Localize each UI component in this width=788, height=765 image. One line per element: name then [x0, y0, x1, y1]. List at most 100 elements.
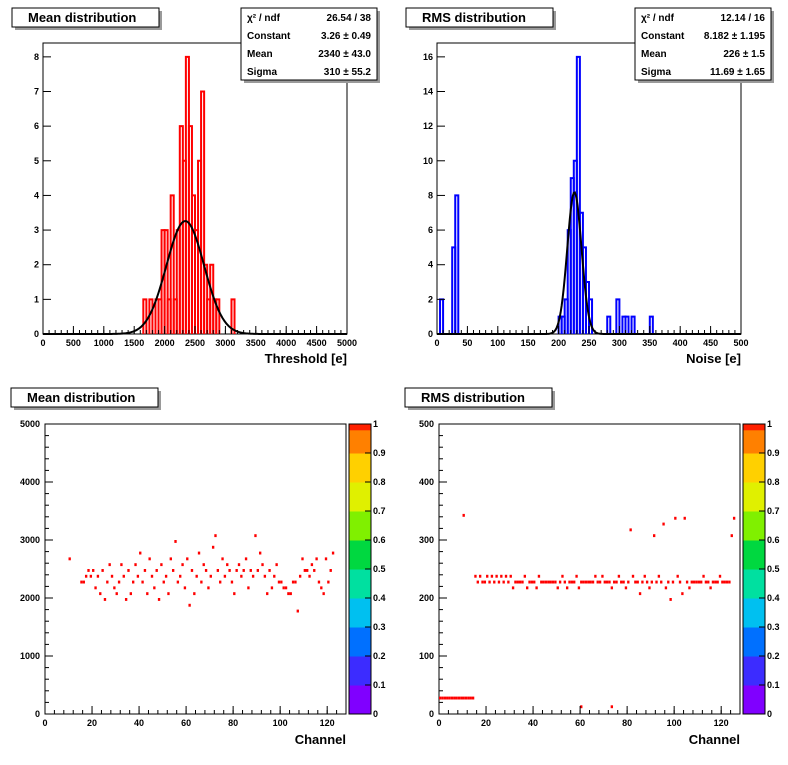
- heatmap-cell: [310, 563, 314, 567]
- heatmap-cell: [636, 580, 639, 584]
- x-tick-label: 60: [575, 718, 585, 728]
- heatmap-cell: [450, 696, 454, 700]
- y-tick-label: 300: [419, 535, 434, 545]
- palette-tick-label: 0.6: [767, 535, 780, 545]
- palette-band: [349, 702, 371, 709]
- heatmap-cell: [298, 574, 302, 578]
- heatmap-cell: [157, 598, 161, 601]
- heatmap-cell: [667, 580, 670, 584]
- heatmap-cell: [547, 580, 550, 584]
- y-tick-label: 2000: [20, 593, 40, 603]
- heatmap-cell: [190, 569, 194, 572]
- heatmap-cell: [270, 586, 274, 590]
- palette-band: [349, 598, 371, 605]
- heatmap-cell: [533, 580, 536, 584]
- y-tick-label: 5000: [20, 419, 40, 429]
- palette-tick-label: 0.5: [373, 564, 386, 574]
- palette-band: [743, 551, 765, 558]
- palette-band: [743, 603, 765, 611]
- heatmap-cell: [627, 580, 630, 584]
- palette-band: [349, 505, 371, 512]
- heatmap-cell: [113, 586, 116, 590]
- heatmap-cell: [122, 574, 125, 578]
- palette-tick-label: 0.9: [767, 448, 780, 458]
- heatmap-cell: [478, 574, 482, 578]
- heatmap-cell: [631, 574, 635, 578]
- panel-title: RMS distribution: [422, 10, 526, 25]
- palette-band: [349, 696, 371, 703]
- heatmap-cell: [526, 586, 529, 590]
- heatmap-cell: [467, 696, 470, 700]
- heatmap-cell: [551, 580, 555, 584]
- x-tick-label: 5000: [337, 338, 357, 348]
- heatmap-cell: [320, 586, 323, 590]
- stats-value: 12.14 / 16: [721, 13, 766, 24]
- heatmap-cell: [511, 586, 515, 590]
- heatmap-cell: [230, 580, 234, 584]
- heatmap-cell: [443, 696, 447, 700]
- mean-map: 0 20 40 60 80 100 120 0 1000 2000 3000 4000 5000 Chan…: [10, 387, 386, 747]
- heatmap-cell: [331, 551, 335, 555]
- palette-band: [743, 499, 765, 506]
- heatmap-cell: [233, 592, 236, 596]
- histogram-bar: [142, 298, 148, 334]
- heatmap-cell: [127, 569, 130, 572]
- x-tick-label: 100: [490, 338, 505, 348]
- heatmap-cell: [197, 551, 201, 555]
- palette-band: [349, 499, 371, 506]
- y-tick-label: 4: [34, 190, 39, 200]
- y-tick-label: 8: [34, 52, 39, 62]
- x-axis-label: Threshold [e]: [265, 351, 347, 366]
- heatmap-cell: [486, 574, 489, 578]
- y-tick-label: 0: [428, 329, 433, 339]
- heatmap-cell: [558, 580, 562, 584]
- y-tick-label: 6: [428, 225, 433, 235]
- palette-band: [349, 708, 371, 715]
- panel-title: Mean distribution: [27, 390, 135, 405]
- y-tick-label: 100: [419, 651, 434, 661]
- heatmap-cell: [542, 580, 545, 584]
- heatmap-cell: [106, 580, 109, 584]
- y-tick-label: 1: [34, 294, 39, 304]
- x-tick-label: 2500: [185, 338, 205, 348]
- heatmap-cell: [124, 598, 128, 601]
- x-tick-label: 2000: [155, 338, 175, 348]
- y-tick-label: 6: [34, 121, 39, 131]
- heatmap-cell: [683, 516, 686, 520]
- stats-value: 3.26 ± 0.49: [321, 31, 371, 42]
- heatmap-cell: [439, 696, 442, 700]
- heatmap-cell: [537, 574, 541, 578]
- palette-band: [743, 505, 765, 512]
- heatmap-cell: [582, 580, 585, 584]
- y-tick-label: 3000: [20, 535, 40, 545]
- palette-band: [743, 592, 765, 599]
- heatmap-cell: [313, 569, 316, 572]
- heatmap-cell: [136, 574, 140, 578]
- heatmap-cell: [521, 580, 524, 584]
- heatmap-cell: [216, 569, 220, 572]
- palette-band: [349, 673, 371, 680]
- heatmap-cell: [692, 580, 696, 584]
- heatmap-cell: [584, 580, 588, 584]
- heatmap-cell: [92, 569, 95, 572]
- mean-hist: 0 500 1000 1500 2000 2500 3000 3500 4000 4500 5000…: [11, 7, 380, 366]
- heatmap-cell: [143, 569, 147, 572]
- heatmap-cell: [662, 522, 665, 526]
- palette-band: [743, 627, 765, 634]
- palette-band: [743, 557, 765, 564]
- heatmap-cell: [453, 696, 456, 700]
- x-tick-label: 3500: [246, 338, 266, 348]
- heatmap-cell: [275, 563, 278, 567]
- palette-band: [349, 685, 371, 692]
- x-tick-label: 60: [181, 718, 191, 728]
- heatmap-cell: [181, 563, 184, 567]
- palette-band: [743, 424, 765, 431]
- heatmap-cell: [685, 580, 689, 584]
- panel-title-box: [10, 387, 159, 408]
- palette-band: [349, 424, 371, 431]
- x-tick-label: 0: [434, 338, 439, 348]
- histogram-bar: [606, 315, 612, 334]
- heatmap-cell: [565, 586, 569, 590]
- y-tick-label: 4: [428, 260, 433, 270]
- palette-band: [349, 679, 371, 686]
